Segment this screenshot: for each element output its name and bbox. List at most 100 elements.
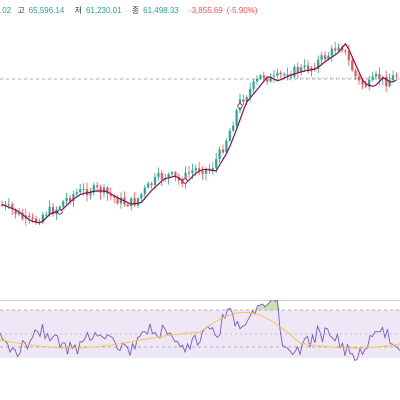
candle-body bbox=[99, 187, 102, 193]
candle-body bbox=[266, 78, 269, 82]
candle-body bbox=[228, 130, 231, 141]
candle-body bbox=[126, 204, 129, 207]
candle-body bbox=[388, 80, 391, 87]
overbought-fill bbox=[222, 300, 280, 310]
candle-body bbox=[289, 76, 293, 78]
candle-body bbox=[184, 172, 187, 184]
candle-body bbox=[327, 55, 330, 60]
candle-body bbox=[272, 75, 276, 77]
candle-body bbox=[65, 198, 68, 202]
low-value: 61,230.01 bbox=[85, 6, 122, 15]
candle-body bbox=[347, 51, 350, 61]
candle-body bbox=[170, 172, 174, 174]
candle-body bbox=[143, 187, 146, 195]
candle-body bbox=[21, 212, 24, 219]
candle-body bbox=[323, 55, 327, 60]
candle-body bbox=[62, 201, 65, 207]
candle-body bbox=[334, 48, 337, 51]
candle-body bbox=[361, 80, 364, 85]
candle-body bbox=[28, 215, 31, 218]
candle-body bbox=[34, 218, 38, 223]
candle-body bbox=[245, 97, 248, 102]
candle-body bbox=[354, 70, 357, 77]
price-chart[interactable] bbox=[0, 0, 400, 300]
candle-body bbox=[89, 192, 92, 196]
candle-body bbox=[218, 149, 221, 160]
candle-body bbox=[113, 195, 116, 198]
open-value: .02 bbox=[0, 6, 12, 15]
candle-body bbox=[320, 55, 323, 60]
candle-body bbox=[119, 197, 123, 204]
high-value: 65,596.14 bbox=[28, 6, 65, 15]
candle-body bbox=[391, 75, 395, 81]
candle-body bbox=[153, 176, 157, 186]
candle-body bbox=[252, 81, 255, 89]
candle-body bbox=[330, 48, 333, 56]
candle-body bbox=[109, 193, 112, 196]
candle-body bbox=[259, 75, 262, 79]
candle-body bbox=[378, 73, 381, 79]
candle-body bbox=[174, 172, 177, 177]
candle-body bbox=[249, 88, 252, 98]
candle-body bbox=[72, 194, 75, 202]
candle-body bbox=[235, 110, 238, 126]
candle-body bbox=[58, 206, 61, 210]
candle-body bbox=[41, 214, 44, 223]
candle-body bbox=[306, 65, 310, 72]
signal-marker bbox=[237, 103, 243, 109]
candle-body bbox=[300, 67, 303, 73]
candle-body bbox=[11, 204, 14, 210]
rsi-pane[interactable] bbox=[0, 300, 400, 400]
signal-marker bbox=[182, 178, 188, 184]
candle-body bbox=[102, 187, 106, 193]
candle-body bbox=[371, 76, 374, 80]
candle-body bbox=[337, 47, 340, 51]
candle-body bbox=[187, 172, 191, 174]
candle-body bbox=[14, 209, 17, 215]
candle-body bbox=[85, 188, 89, 196]
candle-body bbox=[225, 140, 228, 153]
candle-body bbox=[357, 76, 361, 81]
candle-body bbox=[364, 84, 367, 87]
candle-body bbox=[17, 212, 21, 215]
candle-body bbox=[232, 125, 235, 131]
candle-body bbox=[242, 99, 245, 102]
candle-body bbox=[133, 198, 136, 206]
candle-body bbox=[201, 171, 204, 174]
moving-average-line bbox=[1, 42, 397, 224]
candle-body bbox=[313, 67, 316, 69]
candle-body bbox=[157, 172, 160, 177]
candle-body bbox=[286, 74, 289, 78]
candle-body bbox=[31, 217, 34, 219]
candle-body bbox=[116, 197, 119, 204]
candle-body bbox=[75, 192, 78, 195]
low-label: 저 bbox=[74, 6, 82, 15]
high-label: 고 bbox=[17, 6, 25, 15]
rsi-moving-average bbox=[0, 311, 400, 349]
candle-body bbox=[385, 76, 388, 87]
candle-body bbox=[262, 75, 265, 79]
candle-body bbox=[293, 66, 296, 77]
candle-body bbox=[374, 73, 378, 77]
candle-body bbox=[204, 168, 208, 174]
candle-body bbox=[395, 75, 398, 77]
candle-body bbox=[92, 185, 95, 193]
candle-body bbox=[191, 170, 194, 173]
change-value: -3,855.69 bbox=[188, 6, 223, 15]
candle-body bbox=[106, 187, 109, 194]
candle-body bbox=[296, 66, 299, 73]
change-percent: (-5.90%) bbox=[226, 6, 258, 15]
candle-body bbox=[48, 206, 51, 215]
candle-body bbox=[150, 183, 153, 186]
candle-body bbox=[130, 198, 133, 207]
candle-body bbox=[96, 185, 99, 188]
candle-body bbox=[368, 79, 371, 87]
candle-body bbox=[279, 72, 282, 75]
candle-body bbox=[79, 189, 82, 193]
candle-body bbox=[82, 188, 85, 190]
candle-body bbox=[269, 76, 272, 82]
candle-body bbox=[283, 74, 286, 76]
candle-body bbox=[45, 214, 48, 216]
candle-body bbox=[317, 59, 320, 69]
ohlc-legend: .02 고 65,596.14 저 61,230.01 종 61,498.33 -3,… bbox=[0, 0, 400, 22]
